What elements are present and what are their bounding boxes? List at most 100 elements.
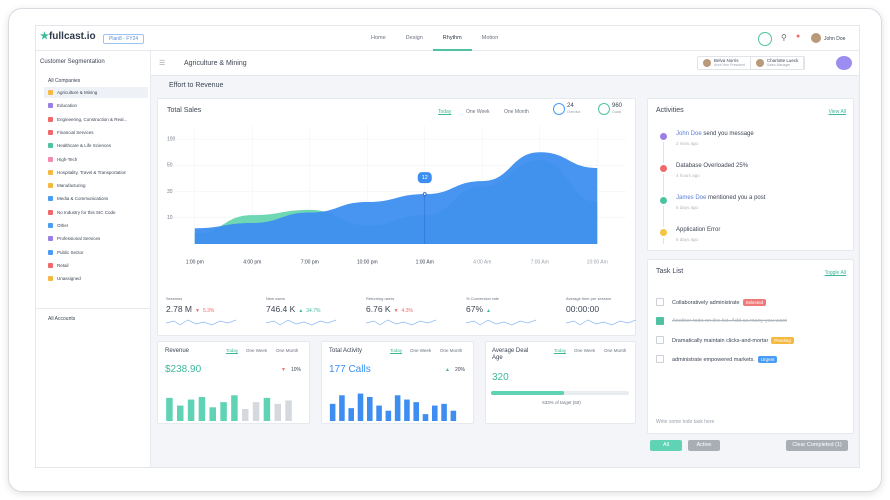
stat-change: 5.3%	[202, 308, 215, 314]
tree-item[interactable]: Public Sector	[44, 247, 148, 258]
tab[interactable]: One Month	[440, 348, 463, 353]
tree-root[interactable]: All Companies	[48, 78, 81, 84]
stat-value: 6.76 K	[366, 304, 391, 314]
activity-text[interactable]: Database Overloaded 25%	[676, 163, 748, 169]
stat-value: 2.78 M	[166, 304, 192, 314]
change-arrow: ▼	[281, 367, 286, 373]
item-icon	[48, 236, 53, 242]
tab[interactable]: One Week	[466, 109, 490, 115]
person[interactable]: Belva Norris Area Vice President	[698, 57, 751, 69]
progress-caption: 533% of target (60)	[542, 400, 581, 405]
stat-row: 67% ▲	[466, 304, 558, 314]
activity-time: 2 mins ago	[676, 141, 699, 146]
nav-item[interactable]: Motion	[481, 35, 499, 41]
activity-text[interactable]: Application Error	[676, 227, 720, 233]
activities-card: Activities View All John Doe send you me…	[647, 98, 854, 251]
tab[interactable]: One Week	[246, 348, 268, 353]
item-icon	[48, 116, 53, 122]
task-button[interactable]: Active	[688, 440, 720, 451]
kpi-label: Goals	[612, 110, 622, 114]
task-button[interactable]: Clear Completed (1)	[786, 440, 848, 451]
task-button[interactable]: All	[650, 440, 682, 451]
tree-item[interactable]: Education	[44, 100, 148, 111]
nav-item[interactable]: Design	[405, 35, 423, 41]
task-label: administrate empowered markets.	[672, 356, 755, 363]
item-label: Unassigned	[57, 276, 81, 282]
nav-item[interactable]: Rhythm	[432, 26, 472, 51]
item-label: Retail	[57, 262, 69, 268]
plan-select[interactable]: Plan8 - FY24	[103, 34, 145, 44]
stat-label: % Conversion rate	[466, 296, 499, 301]
header: ★fullcast.io Plan8 - FY24 Home Design Rhyt…	[36, 26, 859, 51]
tree-footer[interactable]: All Accounts	[48, 316, 76, 322]
tab[interactable]: Today	[226, 348, 239, 353]
toggle-all-link[interactable]: Toggle All	[824, 270, 846, 276]
item-icon	[48, 103, 53, 109]
activity-time: 5 days ago	[676, 237, 699, 242]
activity-who: John Doe	[676, 131, 702, 137]
tree-item[interactable]: Retail	[44, 260, 148, 271]
item-label: Manufacturing	[57, 183, 86, 189]
tree-item[interactable]: Unassigned	[44, 273, 148, 284]
item-label: Engineering, Construction & Real...	[57, 116, 128, 122]
tab[interactable]: One Month	[604, 348, 627, 353]
app: ★fullcast.io Plan8 - FY24 Home Design Rhyt…	[35, 25, 860, 468]
fab[interactable]	[836, 56, 852, 70]
nav: Home Design Rhythm Motion	[361, 26, 508, 51]
kpi-value: 24	[567, 103, 574, 109]
timeline-dot	[658, 163, 669, 174]
tree-item[interactable]: Hospitality, Travel & Transportation	[44, 167, 148, 178]
tree-item[interactable]: No Industry for this SIC Code	[44, 207, 148, 218]
tree-item[interactable]: High-Tech	[44, 154, 148, 165]
avatar	[811, 33, 821, 43]
task-checkbox[interactable]	[656, 355, 664, 363]
task-badge: Urgent	[757, 356, 778, 363]
tab[interactable]: Today	[438, 109, 452, 115]
timeline-dot	[658, 227, 669, 238]
tree-item[interactable]: Healthcare & Life Sciences	[44, 140, 148, 151]
tab[interactable]: One Month	[504, 109, 529, 115]
tab[interactable]: One Week	[574, 348, 596, 353]
tree-item[interactable]: Engineering, Construction & Real...	[44, 114, 148, 125]
user-name[interactable]: John Doe	[824, 36, 846, 42]
stat: Returning users 6.76 K ▼ 4.3%	[365, 296, 458, 332]
nav-item[interactable]: Home	[371, 35, 386, 41]
card-title: Total Sales	[167, 107, 202, 114]
tree-item[interactable]: Agriculture & Mining	[44, 87, 148, 98]
activity-text[interactable]: John Doe send you message	[676, 131, 754, 137]
logo[interactable]: ★fullcast.io	[40, 31, 96, 42]
timeline-dot	[658, 131, 669, 142]
todo-input[interactable]: Write some todo task here	[656, 419, 715, 425]
stat-row: 00:00:00	[566, 304, 658, 314]
tab[interactable]: One Week	[410, 348, 432, 353]
task-badge: Pending	[771, 337, 794, 344]
task-checkbox[interactable]	[656, 336, 664, 344]
tree-item[interactable]: Manufacturing	[44, 180, 148, 191]
bell-icon[interactable]: ●	[796, 33, 801, 40]
activity-text[interactable]: James Doe mentioned you a post	[676, 195, 765, 201]
card-title: Average Deal Age	[492, 348, 529, 361]
tree-item[interactable]: Professional Services	[44, 233, 148, 244]
item-icon	[48, 249, 53, 255]
tree-item[interactable]: Financial Services	[44, 127, 148, 138]
kpi: 960 Goals	[598, 103, 622, 115]
stat: Average time per session 00:00:00	[565, 296, 658, 332]
card-value: 320	[492, 372, 509, 383]
menu-icon[interactable]: ☰	[159, 60, 166, 67]
search-icon[interactable]: ⚲	[781, 33, 787, 42]
tree-item[interactable]: Other	[44, 220, 148, 231]
tab[interactable]: Today	[390, 348, 403, 353]
task-checkbox[interactable]	[656, 298, 664, 306]
view-all-link[interactable]: View All	[828, 109, 846, 115]
tab[interactable]: One Month	[276, 348, 299, 353]
kpi-text: 960 Goals	[612, 103, 622, 115]
icon[interactable]	[758, 32, 772, 46]
task-text: Collaboratively administrate Selected	[672, 299, 767, 306]
total-sales-card: Total Sales Today One Week One Month 24 Over…	[157, 98, 637, 336]
stat-change: 34.7%	[306, 308, 321, 314]
person[interactable]: Charlotte Lueck Sales Manager	[751, 57, 805, 69]
tab[interactable]: Today	[554, 348, 567, 353]
stat-label: Returning users	[366, 296, 395, 301]
task-checkbox[interactable]	[656, 317, 664, 325]
tree-item[interactable]: Media & Communications	[44, 193, 148, 204]
